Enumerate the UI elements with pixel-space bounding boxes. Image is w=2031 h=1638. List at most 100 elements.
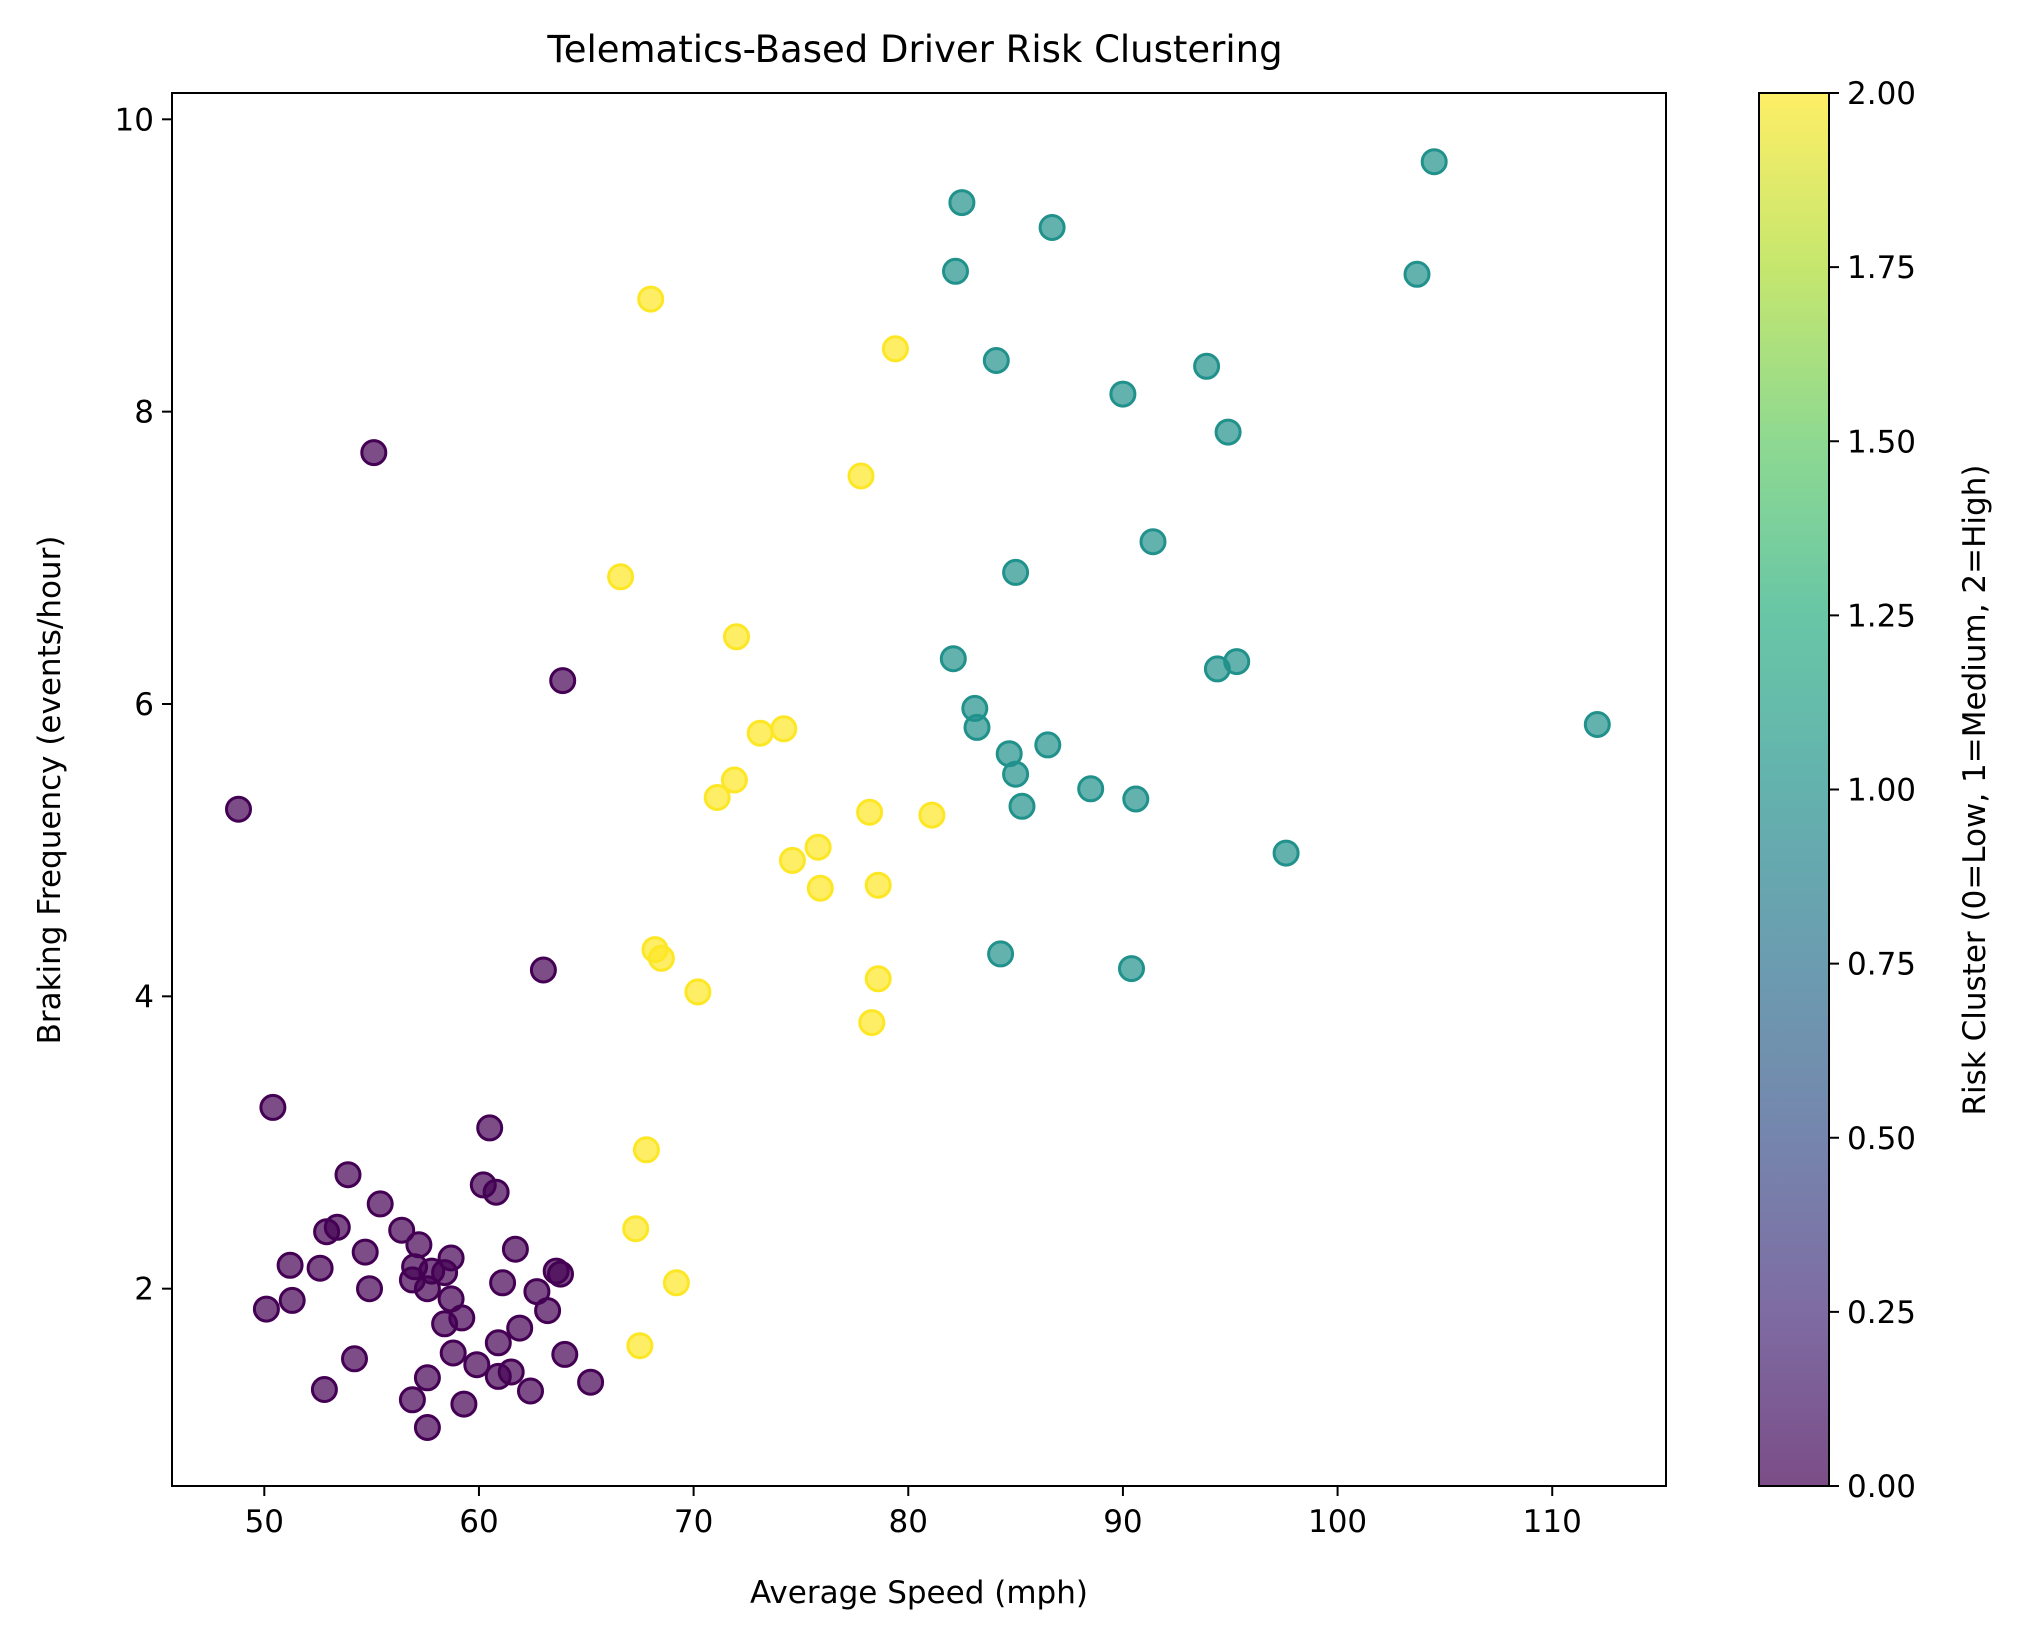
data-point-cluster-0 <box>508 1316 532 1340</box>
data-point-cluster-0 <box>433 1312 457 1336</box>
colorbar <box>1759 93 1829 1486</box>
data-point-cluster-0 <box>478 1116 502 1140</box>
data-point-cluster-0 <box>278 1253 302 1277</box>
data-point-cluster-2 <box>639 287 663 311</box>
data-point-cluster-2 <box>624 1217 648 1241</box>
data-point-cluster-1 <box>1274 841 1298 865</box>
y-tick-label: 4 <box>134 979 154 1015</box>
data-point-cluster-1 <box>1141 530 1165 554</box>
colorbar-ticks: 0.00 0.25 0.50 0.75 1.00 1.25 1.50 1.75 2.00 <box>1829 76 1916 1505</box>
data-point-cluster-1 <box>1195 354 1219 378</box>
colorbar-tick-label: 1.50 <box>1847 424 1916 460</box>
data-point-cluster-1 <box>1120 957 1144 981</box>
data-point-cluster-0 <box>486 1364 510 1388</box>
colorbar-tick-label: 2.00 <box>1847 76 1916 112</box>
data-point-cluster-2 <box>808 876 832 900</box>
data-point-cluster-1 <box>1216 420 1240 444</box>
y-axis-ticks: 2 4 6 8 10 <box>115 102 172 1307</box>
data-point-cluster-0 <box>358 1277 382 1301</box>
data-point-cluster-0 <box>415 1366 439 1390</box>
data-point-cluster-1 <box>944 259 968 283</box>
colorbar-tick-label: 0.50 <box>1847 1121 1916 1157</box>
data-point-cluster-0 <box>415 1416 439 1440</box>
data-point-cluster-1 <box>1405 262 1429 286</box>
data-point-cluster-0 <box>362 441 386 465</box>
data-point-cluster-0 <box>353 1240 377 1264</box>
data-point-cluster-0 <box>312 1378 336 1402</box>
data-point-cluster-2 <box>858 800 882 824</box>
data-point-cluster-0 <box>551 669 575 693</box>
data-point-cluster-0 <box>336 1163 360 1187</box>
y-axis-label: Braking Frequency (events/hour) <box>32 536 68 1045</box>
y-tick-label: 10 <box>115 102 154 138</box>
data-point-cluster-0 <box>400 1388 424 1412</box>
data-point-cluster-2 <box>686 980 710 1004</box>
data-point-cluster-2 <box>609 565 633 589</box>
data-point-cluster-2 <box>806 835 830 859</box>
data-point-cluster-0 <box>415 1277 439 1301</box>
chart-title: Telematics-Based Driver Risk Clustering <box>546 28 1282 71</box>
data-point-cluster-2 <box>883 337 907 361</box>
colorbar-tick-label: 1.00 <box>1847 773 1916 809</box>
colorbar-label: Risk Cluster (0=Low, 1=Medium, 2=High) <box>1957 465 1993 1116</box>
data-point-cluster-2 <box>725 625 749 649</box>
x-axis-ticks: 50 60 70 80 90 100 110 <box>245 1486 1582 1540</box>
data-point-cluster-0 <box>227 797 251 821</box>
colorbar-tick-label: 1.75 <box>1847 250 1916 286</box>
data-point-cluster-1 <box>950 191 974 215</box>
data-point-cluster-0 <box>452 1392 476 1416</box>
y-tick-label: 2 <box>134 1272 154 1308</box>
data-point-cluster-2 <box>649 946 673 970</box>
data-point-cluster-1 <box>984 349 1008 373</box>
y-tick-label: 8 <box>134 395 154 431</box>
x-tick-label: 80 <box>889 1504 928 1540</box>
x-tick-label: 50 <box>245 1504 284 1540</box>
data-point-cluster-2 <box>628 1334 652 1358</box>
colorbar-tick-label: 0.75 <box>1847 947 1916 983</box>
data-point-cluster-1 <box>1040 216 1064 240</box>
data-point-cluster-0 <box>503 1237 527 1261</box>
colorbar-tick-label: 0.00 <box>1847 1469 1916 1505</box>
data-point-cluster-2 <box>772 717 796 741</box>
data-point-cluster-0 <box>261 1095 285 1119</box>
data-point-cluster-1 <box>1111 382 1135 406</box>
data-point-cluster-1 <box>1036 733 1060 757</box>
data-point-cluster-0 <box>536 1299 560 1323</box>
x-tick-label: 70 <box>674 1504 713 1540</box>
data-point-cluster-2 <box>780 848 804 872</box>
data-point-cluster-0 <box>315 1220 339 1244</box>
data-point-cluster-2 <box>866 873 890 897</box>
data-point-cluster-0 <box>484 1180 508 1204</box>
data-point-cluster-0 <box>254 1297 278 1321</box>
data-point-cluster-0 <box>491 1271 515 1295</box>
data-point-cluster-2 <box>920 803 944 827</box>
colorbar-tick-label: 1.25 <box>1847 598 1916 634</box>
x-axis-label: Average Speed (mph) <box>750 1575 1088 1611</box>
data-point-cluster-0 <box>441 1341 465 1365</box>
data-point-cluster-0 <box>368 1192 392 1216</box>
data-point-cluster-1 <box>1422 150 1446 174</box>
data-point-cluster-0 <box>280 1288 304 1312</box>
data-point-cluster-2 <box>849 464 873 488</box>
colorbar-tick-label: 0.25 <box>1847 1295 1916 1331</box>
data-point-cluster-0 <box>549 1262 573 1286</box>
data-point-cluster-2 <box>705 786 729 810</box>
data-point-cluster-1 <box>1004 762 1028 786</box>
data-point-cluster-0 <box>579 1370 603 1394</box>
data-point-cluster-0 <box>343 1347 367 1371</box>
data-point-cluster-0 <box>486 1331 510 1355</box>
data-point-cluster-1 <box>1079 777 1103 801</box>
data-point-cluster-1 <box>1585 713 1609 737</box>
data-point-cluster-2 <box>664 1271 688 1295</box>
data-point-cluster-1 <box>1004 560 1028 584</box>
x-tick-label: 100 <box>1308 1504 1367 1540</box>
data-point-cluster-0 <box>465 1353 489 1377</box>
data-point-cluster-2 <box>748 721 772 745</box>
data-point-cluster-0 <box>407 1233 431 1257</box>
plot-frame <box>172 93 1666 1486</box>
x-tick-label: 60 <box>459 1504 498 1540</box>
data-point-cluster-1 <box>941 647 965 671</box>
data-point-cluster-0 <box>531 958 555 982</box>
y-tick-label: 6 <box>134 687 154 723</box>
